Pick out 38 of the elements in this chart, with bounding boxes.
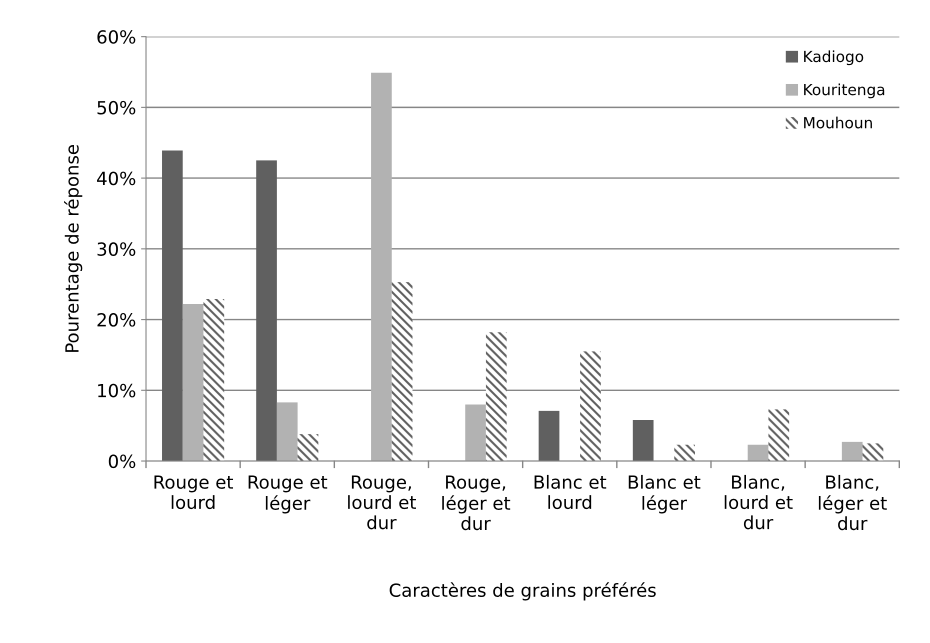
- bar: [580, 351, 601, 462]
- x-tick-label: Blanc, lourd et dur: [724, 474, 793, 530]
- x-axis-title: Caractères de grains préférés: [390, 582, 656, 601]
- legend-label: Mouhoun: [804, 116, 872, 128]
- x-tick-label: Blanc, léger et dur: [818, 474, 887, 530]
- y-tick-label: 50%: [98, 100, 136, 114]
- x-tick-label: Rouge et léger: [248, 475, 328, 514]
- bar: [392, 282, 412, 462]
- y-axis-title: Pourentage de réponse: [64, 144, 82, 352]
- y-tick-label: 0%: [108, 454, 136, 468]
- bar: [862, 443, 884, 462]
- bar: [465, 404, 486, 462]
- legend-label: Kadiogo: [804, 50, 864, 66]
- x-tick-label: Blanc et léger: [628, 474, 700, 514]
- x-tick-label: Rouge, léger et dur: [442, 475, 510, 530]
- bar: [371, 72, 392, 462]
- bar: [203, 299, 224, 462]
- bar: [632, 420, 654, 462]
- y-tick-label: 60%: [97, 30, 136, 44]
- bar: [538, 410, 560, 462]
- bar: [486, 332, 507, 462]
- y-tick-label: 30%: [98, 242, 136, 256]
- y-tick-label: 40%: [97, 172, 136, 186]
- y-tick-label: 20%: [97, 313, 136, 327]
- x-tick-label: Rouge et lourd: [154, 475, 234, 510]
- bar: [256, 160, 277, 462]
- x-tick-label: Blanc et lourd: [534, 474, 606, 510]
- bar: [842, 442, 863, 462]
- bar: [276, 402, 298, 462]
- bar: [182, 304, 204, 462]
- legend-label: Kouritenga: [804, 84, 884, 98]
- bar: [162, 150, 183, 462]
- x-tick-label: Rouge, lourd et dur: [348, 475, 416, 530]
- bar: [748, 444, 768, 462]
- bar: [674, 444, 695, 462]
- bar: [298, 434, 318, 462]
- y-tick-label: 10%: [98, 384, 136, 398]
- bar: [768, 409, 790, 462]
